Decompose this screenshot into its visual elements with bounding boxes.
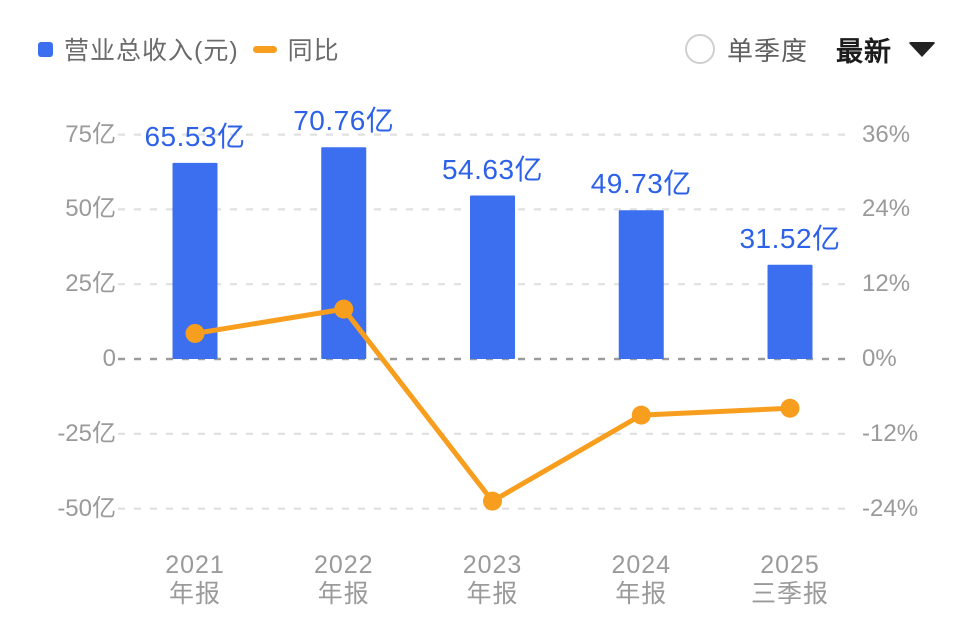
revenue-bar — [618, 210, 664, 359]
yoy-legend-swatch-icon — [252, 45, 277, 53]
revenue-bar — [172, 162, 218, 359]
single-quarter-radio[interactable]: 单季度 — [684, 31, 808, 68]
period-dropdown-label: 最新 — [836, 36, 892, 67]
yoy-point — [631, 405, 651, 425]
revenue-bar — [767, 264, 813, 359]
yoy-point — [185, 323, 205, 343]
caret-down-icon — [908, 41, 936, 57]
radio-circle-icon — [684, 34, 715, 64]
revenue-legend-swatch-icon — [38, 41, 53, 57]
revenue-bar — [321, 147, 367, 359]
chart-controls: 单季度 最新 — [684, 30, 936, 69]
revenue-legend-label: 营业总收入(元) — [64, 37, 239, 65]
period-dropdown[interactable]: 最新 — [836, 30, 936, 69]
chart-legend: 营业总收入(元) 同比 — [38, 32, 340, 66]
legend-item-revenue: 营业总收入(元) — [38, 31, 239, 67]
yoy-point — [483, 491, 502, 511]
yoy-point — [334, 299, 354, 319]
yoy-point — [780, 398, 800, 418]
yoy-legend-label: 同比 — [287, 37, 340, 65]
single-quarter-label: 单季度 — [726, 35, 808, 66]
legend-item-yoy: 同比 — [252, 31, 340, 67]
revenue-bar — [470, 195, 515, 359]
